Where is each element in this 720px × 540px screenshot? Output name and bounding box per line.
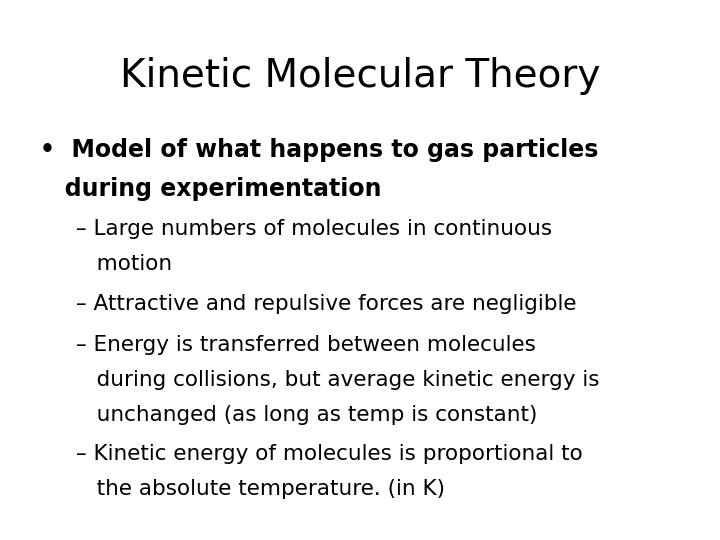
Text: during experimentation: during experimentation [40, 177, 381, 201]
Text: – Large numbers of molecules in continuous: – Large numbers of molecules in continuo… [76, 219, 552, 239]
Text: – Energy is transferred between molecules: – Energy is transferred between molecule… [76, 335, 536, 355]
Text: the absolute temperature. (in K): the absolute temperature. (in K) [76, 479, 445, 499]
Text: •  Model of what happens to gas particles: • Model of what happens to gas particles [40, 138, 598, 161]
Text: motion: motion [76, 254, 172, 274]
Text: during collisions, but average kinetic energy is: during collisions, but average kinetic e… [76, 370, 599, 390]
Text: unchanged (as long as temp is constant): unchanged (as long as temp is constant) [76, 405, 537, 425]
Text: Kinetic Molecular Theory: Kinetic Molecular Theory [120, 57, 600, 94]
Text: – Kinetic energy of molecules is proportional to: – Kinetic energy of molecules is proport… [76, 444, 582, 464]
Text: – Attractive and repulsive forces are negligible: – Attractive and repulsive forces are ne… [76, 294, 576, 314]
